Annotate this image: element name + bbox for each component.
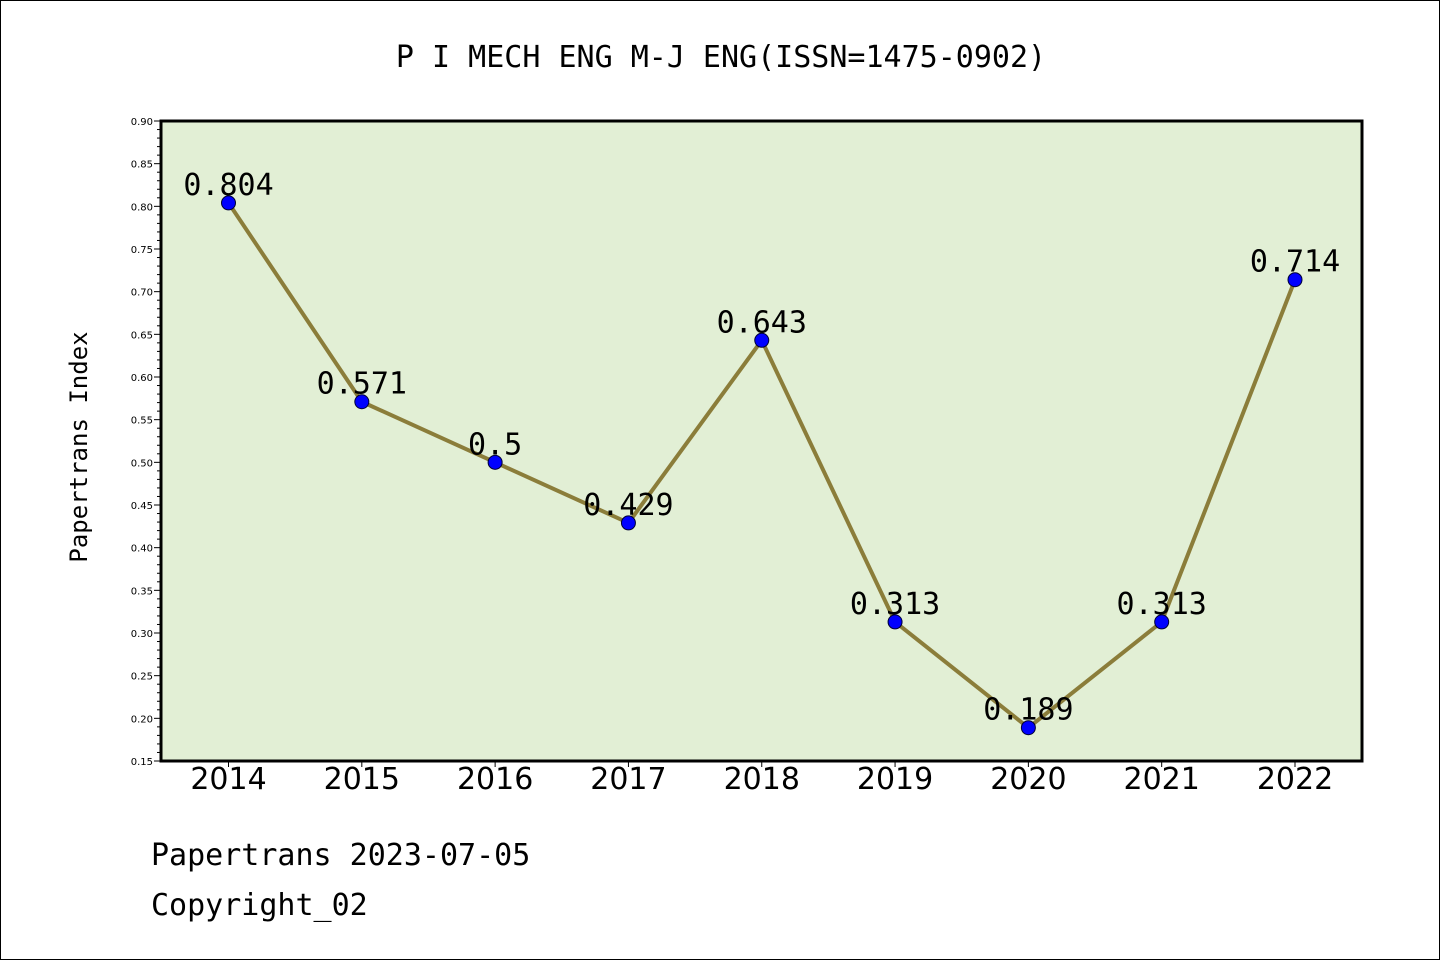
x-tick-label: 2017 — [590, 762, 666, 797]
y-axis-label: Papertrans Index — [65, 331, 93, 562]
y-tick-label: 0.85 — [131, 160, 153, 171]
x-tick-label: 2018 — [724, 762, 800, 797]
data-point — [887, 614, 903, 630]
y-tick-label: 0.75 — [131, 245, 153, 256]
plot-area — [159, 119, 1364, 763]
y-tick-label: 0.20 — [131, 714, 153, 725]
data-point — [221, 195, 236, 211]
x-tick-label: 2020 — [990, 762, 1066, 797]
x-tick-label: 2022 — [1257, 762, 1333, 797]
y-tick-label: 0.40 — [131, 544, 153, 555]
y-tick-label: 0.70 — [131, 288, 153, 299]
footer-date: Papertrans 2023-07-05 — [151, 838, 530, 873]
x-tick-label: 2014 — [190, 762, 266, 797]
y-tick-label: 0.65 — [131, 330, 153, 341]
series-line-group: 0.804 0.571 0.5 0.429 0.643 0.313 0.189 0.313 0.… — [183, 168, 1340, 736]
y-tick-label: 0.80 — [131, 202, 153, 213]
data-label: 0.189 — [983, 693, 1073, 728]
data-point — [487, 454, 503, 470]
data-point — [1154, 614, 1170, 630]
chart-title: P I MECH ENG M-J ENG(ISSN=1475-0902) — [396, 40, 1046, 75]
data-label: 0.5 — [468, 427, 522, 462]
y-tick-label: 0.30 — [131, 629, 153, 640]
data-label: 0.313 — [850, 587, 940, 622]
data-label: 0.714 — [1250, 245, 1340, 280]
data-label: 0.313 — [1117, 587, 1207, 622]
data-label: 0.804 — [183, 168, 273, 203]
data-point — [1020, 720, 1036, 736]
y-tick-label: 0.55 — [131, 416, 153, 427]
x-tick-label: 2021 — [1124, 762, 1200, 797]
y-axis: 0.15 0.20 0.25 0.30 0.35 0.40 0.45 0.50 0.55 0.60… — [131, 117, 161, 768]
data-point — [354, 394, 370, 410]
y-tick-label: 0.45 — [131, 501, 153, 512]
y-tick-label: 0.15 — [131, 757, 153, 768]
footer-copyright: Copyright_02 — [151, 888, 368, 923]
data-label: 0.429 — [583, 488, 673, 523]
x-tick-label: 2016 — [457, 762, 533, 797]
data-label: 0.571 — [317, 367, 407, 402]
data-point — [620, 515, 636, 531]
y-tick-label: 0.35 — [131, 586, 153, 597]
x-axis: 2014 2015 2016 2017 2018 2019 2020 2021 2022 — [190, 761, 1333, 797]
data-point — [1287, 272, 1303, 288]
y-tick-label: 0.90 — [131, 117, 153, 128]
data-point — [754, 332, 770, 348]
y-tick-label: 0.60 — [131, 373, 153, 384]
x-tick-label: 2015 — [324, 762, 400, 797]
y-tick-label: 0.25 — [131, 672, 153, 683]
x-tick-label: 2019 — [857, 762, 933, 797]
y-tick-label: 0.50 — [131, 458, 153, 469]
data-label: 0.643 — [717, 305, 807, 340]
